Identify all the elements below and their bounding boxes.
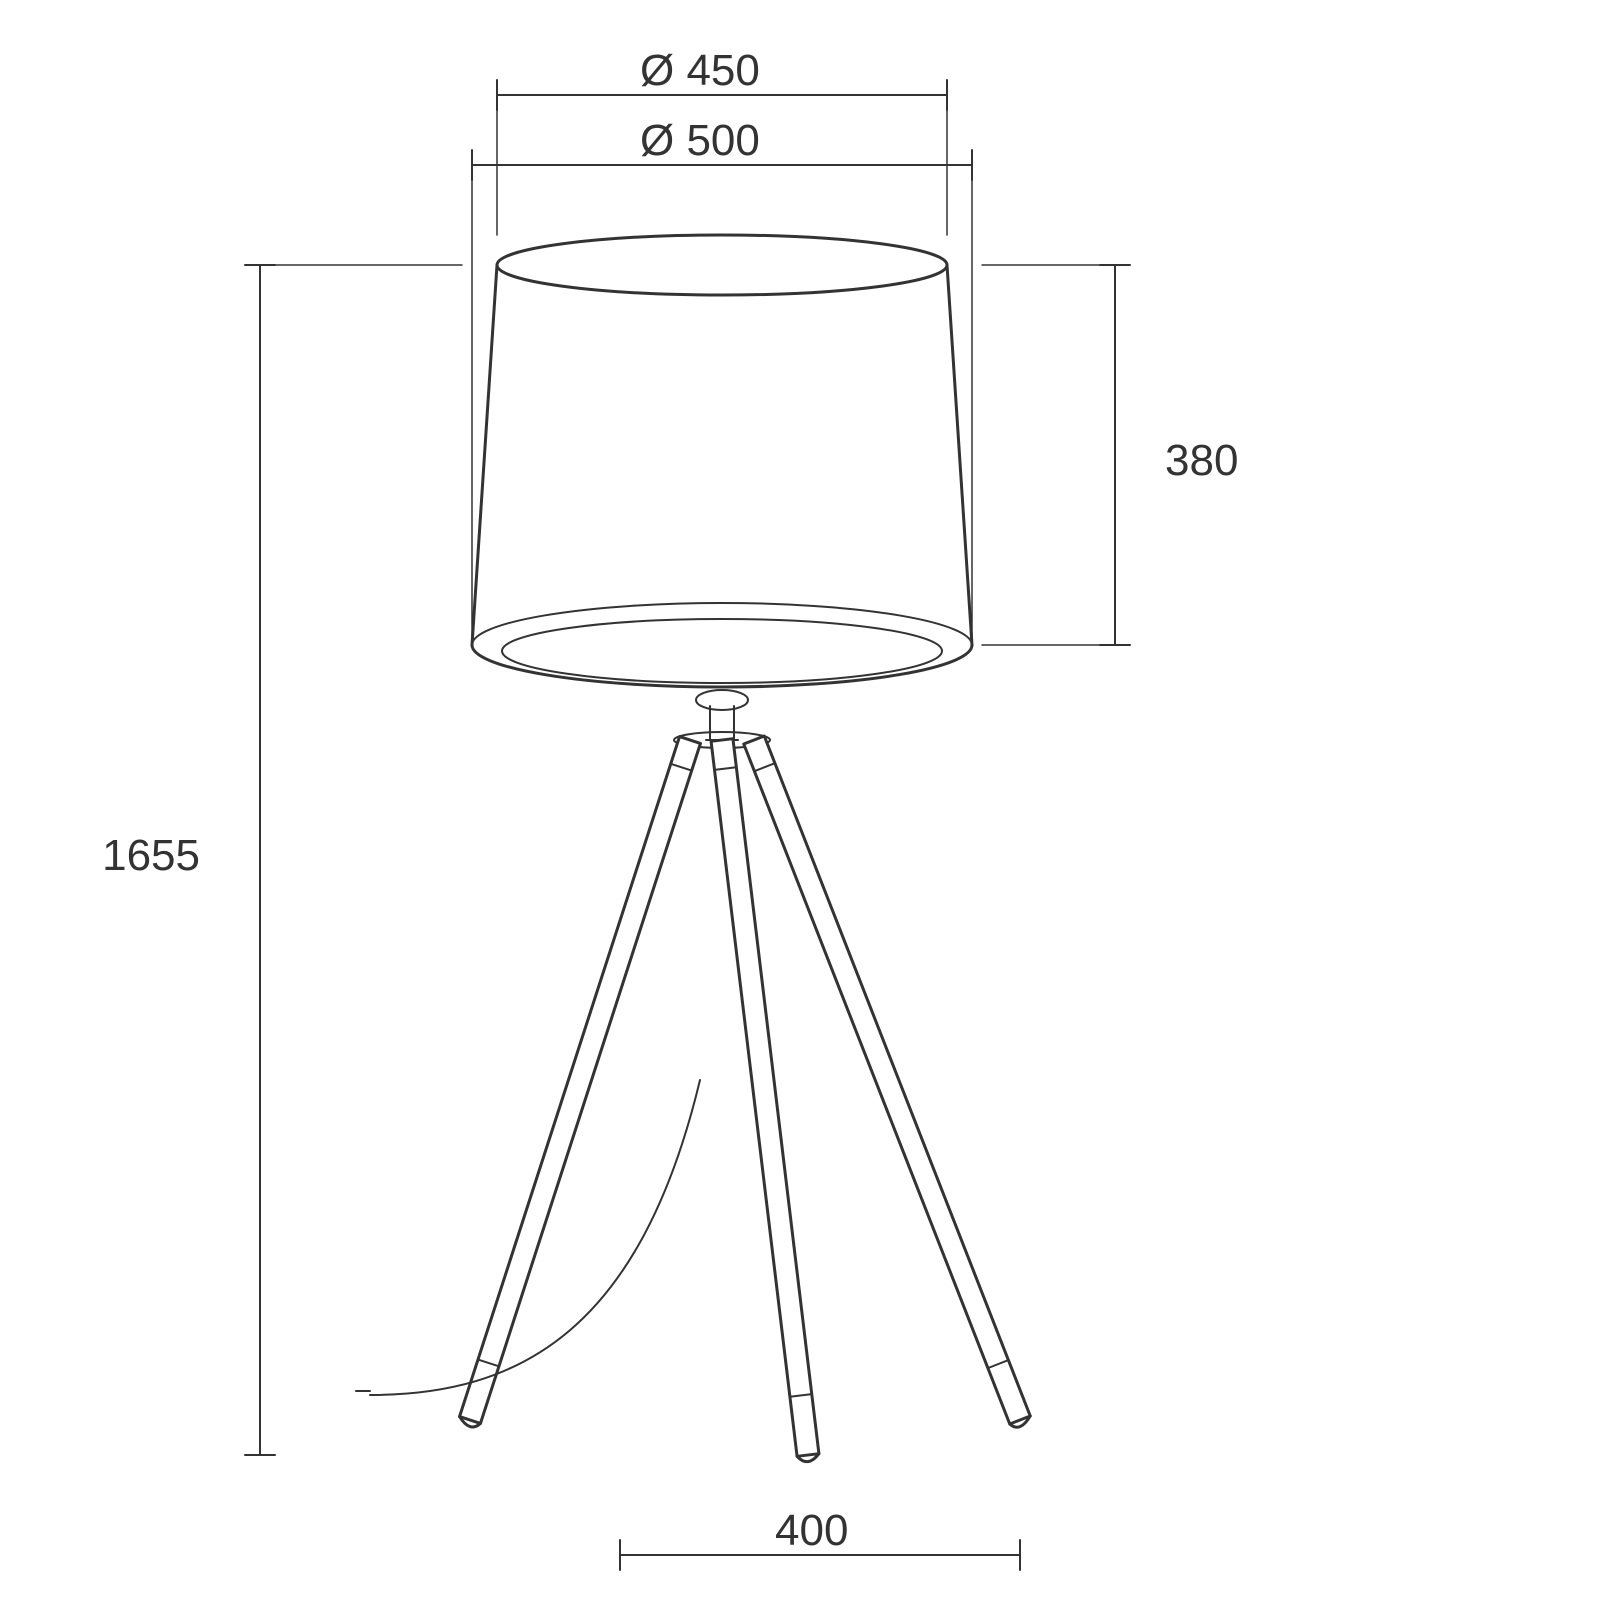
dimension-label: Ø 450 bbox=[640, 46, 760, 95]
drawing-stroke bbox=[472, 603, 972, 645]
dimension-label: 380 bbox=[1165, 436, 1238, 485]
dimension-label: Ø 500 bbox=[640, 116, 760, 165]
lamp-technical-drawing: Ø 450 Ø 500 1655 380 400 bbox=[0, 0, 1600, 1600]
dimension-label: 400 bbox=[775, 1506, 848, 1555]
dimension-label: 1655 bbox=[102, 831, 200, 880]
drawing-stroke bbox=[947, 265, 972, 645]
drawing-stroke bbox=[497, 235, 947, 295]
drawing-stroke bbox=[502, 619, 942, 683]
drawing-stroke bbox=[472, 645, 972, 687]
drawing-stroke bbox=[696, 690, 748, 710]
drawing-stroke bbox=[472, 265, 497, 645]
